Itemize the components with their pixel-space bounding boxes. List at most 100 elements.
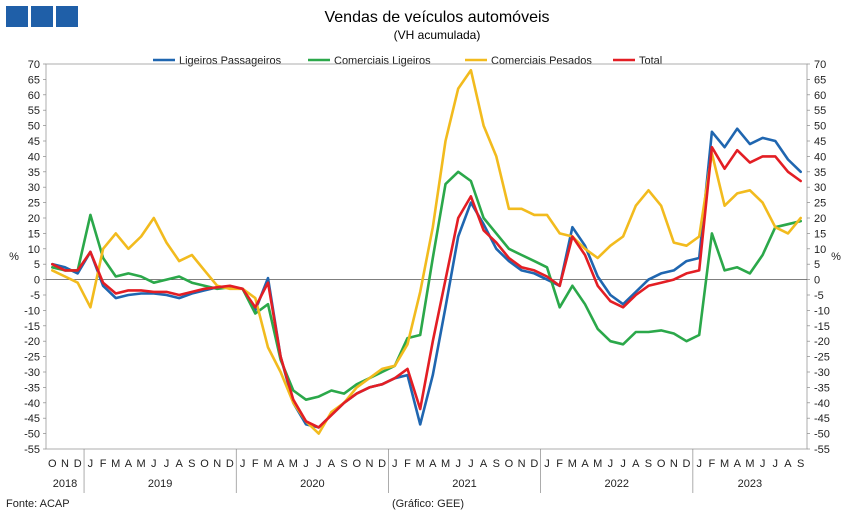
legend-label: Comerciais Pesados xyxy=(491,55,592,67)
x-month-label: J xyxy=(88,458,94,470)
x-month-label: N xyxy=(61,458,69,470)
x-month-label: M xyxy=(441,458,450,470)
x-month-label: A xyxy=(277,458,285,470)
x-month-label: S xyxy=(645,458,652,470)
y-tick-label-right: -50 xyxy=(814,429,830,441)
series-line xyxy=(50,170,803,402)
y-tick-label-left: 0 xyxy=(34,275,40,287)
x-month-label: J xyxy=(620,458,626,470)
y-tick-label-right: -5 xyxy=(814,290,824,302)
x-year-label: 2020 xyxy=(300,478,324,490)
x-month-label: J xyxy=(773,458,779,470)
x-month-label: D xyxy=(226,458,234,470)
x-month-label: A xyxy=(581,458,589,470)
x-month-label: M xyxy=(416,458,425,470)
x-month-label: A xyxy=(328,458,336,470)
y-tick-label-left: -10 xyxy=(24,305,40,317)
y-tick-label-right: -30 xyxy=(814,367,830,379)
x-month-label: F xyxy=(252,458,259,470)
x-year-label: 2019 xyxy=(148,478,172,490)
x-month-label: F xyxy=(709,458,716,470)
x-month-label: J xyxy=(164,458,170,470)
y-tick-label-left: 55 xyxy=(28,105,40,117)
x-month-label: D xyxy=(530,458,538,470)
x-month-label: O xyxy=(352,458,361,470)
y-tick-label-left: -40 xyxy=(24,398,40,410)
y-tick-label-right: 60 xyxy=(814,90,826,102)
y-tick-label-right: 35 xyxy=(814,167,826,179)
x-month-label: S xyxy=(340,458,347,470)
y-tick-label-right: 55 xyxy=(814,105,826,117)
x-month-label: A xyxy=(784,458,792,470)
chart-title: Vendas de veículos automóveis xyxy=(324,9,549,26)
x-month-label: J xyxy=(455,458,461,470)
y-tick-label-right: 15 xyxy=(814,228,826,240)
chart-legend: Ligeiros Passageiros Comerciais Ligeiros C… xyxy=(153,55,662,67)
chart-axes: -55 -55-50 -50-45 -45-40 -40-35 -35-30 -30-25-… xyxy=(24,59,830,456)
y-tick-label-left: -15 xyxy=(24,321,40,333)
x-month-label: D xyxy=(378,458,386,470)
x-month-label: J xyxy=(392,458,398,470)
y-tick-label-left: -55 xyxy=(24,444,40,456)
y-tick-label-left: 25 xyxy=(28,198,40,210)
x-month-label: O xyxy=(48,458,57,470)
x-month-label: M xyxy=(745,458,754,470)
x-month-label: O xyxy=(505,458,514,470)
x-month-label: J xyxy=(696,458,702,470)
legend-label: Ligeiros Passageiros xyxy=(179,55,282,67)
x-month-label: J xyxy=(303,458,309,470)
y-tick-label-left: -20 xyxy=(24,336,40,348)
series-line xyxy=(50,127,803,429)
y-tick-label-left: 65 xyxy=(28,74,40,86)
series-line xyxy=(50,68,803,435)
y-tick-label-left: 70 xyxy=(28,59,40,71)
x-month-label: F xyxy=(556,458,563,470)
x-month-label: M xyxy=(289,458,298,470)
y-tick-label-right: 25 xyxy=(814,198,826,210)
x-month-label: D xyxy=(683,458,691,470)
plot-frame xyxy=(45,63,808,450)
x-month-label: A xyxy=(632,458,640,470)
y-tick-label-left: -25 xyxy=(24,352,40,364)
y-tick-label-left: 45 xyxy=(28,136,40,148)
logo-block xyxy=(6,6,28,27)
y-tick-label-left: 50 xyxy=(28,121,40,133)
y-tick-label-right: -35 xyxy=(814,382,830,394)
y-tick-label-left: 35 xyxy=(28,167,40,179)
legend-label: Total xyxy=(639,55,662,67)
x-month-label: J xyxy=(240,458,246,470)
logo-block xyxy=(56,6,78,27)
y-tick-label-left: -35 xyxy=(24,382,40,394)
y-tick-label-left: -5 xyxy=(30,290,40,302)
x-month-label: J xyxy=(608,458,614,470)
x-month-label: M xyxy=(111,458,120,470)
y-tick-label-right: 5 xyxy=(814,259,820,271)
legend-label: Comerciais Ligeiros xyxy=(334,55,431,67)
y-tick-label-right: 30 xyxy=(814,182,826,194)
x-month-label: F xyxy=(100,458,107,470)
y-tick-label-right: -10 xyxy=(814,305,830,317)
x-month-label: J xyxy=(151,458,157,470)
y-tick-label-right: 20 xyxy=(814,213,826,225)
x-month-label: J xyxy=(760,458,766,470)
x-month-label: N xyxy=(518,458,526,470)
y-axis-label-left: % xyxy=(9,251,19,263)
x-month-label: N xyxy=(670,458,678,470)
source-note: Fonte: ACAP xyxy=(6,498,70,510)
x-month-label: A xyxy=(480,458,488,470)
x-month-label: M xyxy=(263,458,272,470)
x-month-label: M xyxy=(593,458,602,470)
chart-subtitle: (VH acumulada) xyxy=(394,28,481,42)
logo-block xyxy=(31,6,53,27)
x-month-label: S xyxy=(493,458,500,470)
x-year-label: 2018 xyxy=(53,478,77,490)
x-month-label: F xyxy=(404,458,411,470)
y-tick-label-left: 60 xyxy=(28,90,40,102)
x-month-label: M xyxy=(137,458,146,470)
x-month-label: M xyxy=(568,458,577,470)
y-tick-label-right: 50 xyxy=(814,121,826,133)
gee-logo-icon xyxy=(6,6,78,27)
x-month-label: S xyxy=(188,458,195,470)
